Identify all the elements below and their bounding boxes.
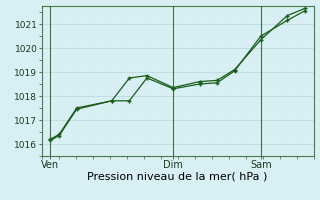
X-axis label: Pression niveau de la mer( hPa ): Pression niveau de la mer( hPa ) (87, 172, 268, 182)
